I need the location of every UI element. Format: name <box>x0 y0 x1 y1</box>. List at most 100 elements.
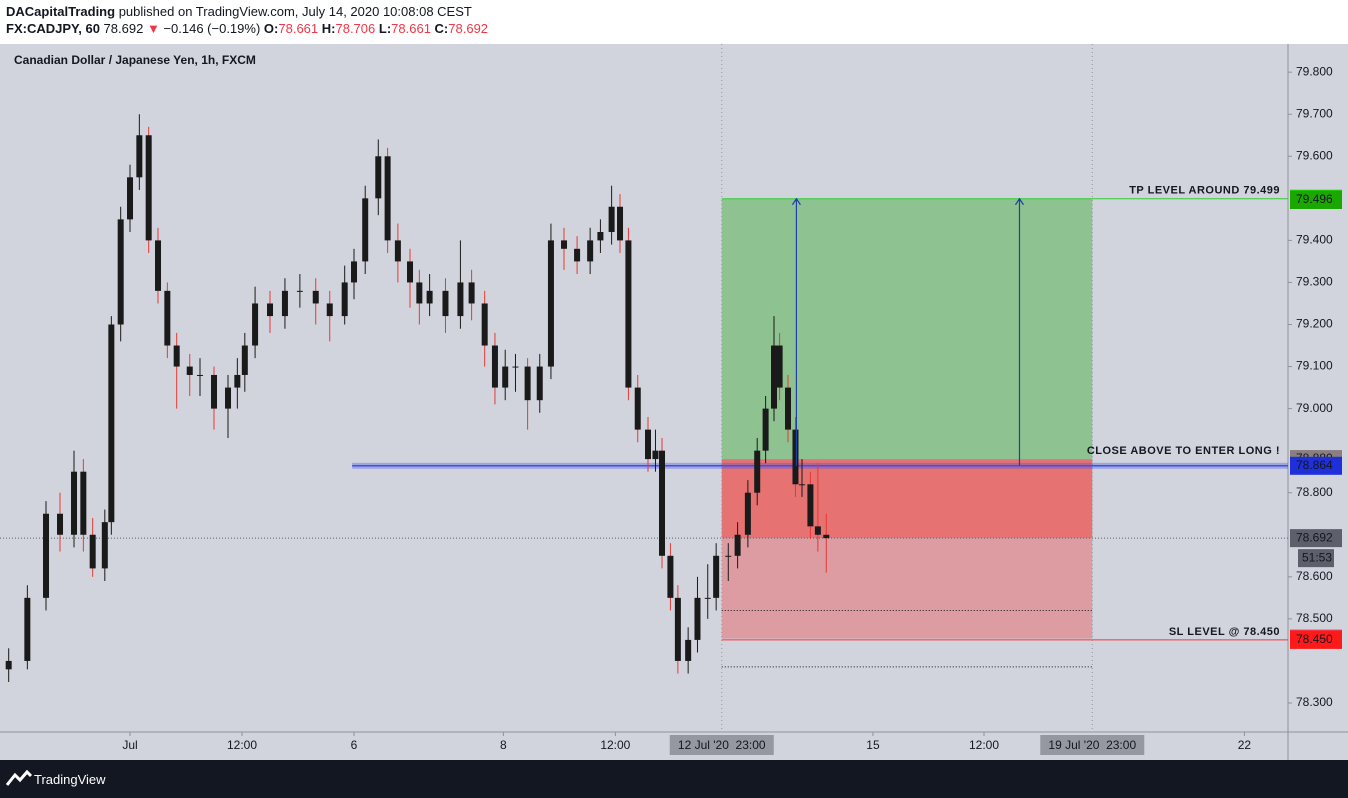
arrow <box>791 197 801 466</box>
candle-body <box>145 135 152 241</box>
x-tick-label: Jul <box>122 738 137 752</box>
y-tick-label: 79.800 <box>1296 64 1333 78</box>
candle-body <box>71 471 78 535</box>
candle-body <box>652 450 659 460</box>
candle-body <box>792 429 799 485</box>
candle-body <box>704 597 711 599</box>
x-tick-label: 22 <box>1238 738 1252 752</box>
candle-body <box>57 513 64 535</box>
candle-body <box>211 374 218 409</box>
chart-bg <box>0 44 1348 760</box>
header: DACapitalTrading published on TradingVie… <box>0 0 1348 44</box>
c-label: C: <box>434 21 449 36</box>
y-tick-label: 79.600 <box>1296 148 1333 162</box>
candle-body <box>252 303 259 346</box>
candle-body <box>281 290 288 317</box>
price-label-box <box>1290 630 1342 649</box>
candle-body <box>234 374 241 388</box>
stop-zone-light <box>721 538 1093 639</box>
candle-body <box>101 522 108 569</box>
candle-body <box>674 597 681 661</box>
candle-body <box>667 555 674 598</box>
brand: TradingView <box>34 772 106 787</box>
candle-body <box>587 240 594 262</box>
candle-body <box>645 429 652 460</box>
annotation: SL LEVEL @ 78.450 <box>1169 626 1280 638</box>
target-zone <box>721 198 1093 460</box>
candle-body <box>512 366 519 368</box>
candle-body <box>625 240 632 388</box>
y-tick-label: 78.600 <box>1296 569 1333 583</box>
candle-body <box>442 290 449 317</box>
l-label: L: <box>378 21 392 36</box>
publish-line: DACapitalTrading published on TradingVie… <box>6 4 472 19</box>
candle-body <box>197 374 204 376</box>
price: 78.692 <box>103 21 144 36</box>
x-tick-label: 12:00 <box>227 738 257 752</box>
chart: Canadian Dollar / Japanese Yen, 1h, FXCM… <box>0 44 1348 760</box>
x-tick-label: 12:00 <box>969 738 999 752</box>
candle-body <box>5 660 12 670</box>
y-tick-label: 79.100 <box>1296 359 1333 373</box>
author: DACapitalTrading <box>6 4 116 19</box>
candle-body <box>536 366 543 401</box>
price-label: 79.496 <box>1296 192 1333 206</box>
candle-body <box>771 345 778 409</box>
candle-body <box>734 534 741 556</box>
candle-body <box>807 484 814 527</box>
candle-body <box>776 345 783 388</box>
candle-body <box>312 290 319 304</box>
candle-body <box>468 282 475 304</box>
price-label: 78.692 <box>1296 530 1333 544</box>
candle-body <box>685 639 692 661</box>
l: 78.661 <box>391 21 431 36</box>
candle-body <box>799 484 806 486</box>
candle-body <box>547 240 554 367</box>
candle-body <box>225 387 232 409</box>
candle-body <box>457 282 464 317</box>
h: 78.706 <box>335 21 376 36</box>
x-tick-label: 15 <box>866 738 880 752</box>
y-tick-label: 79.700 <box>1296 106 1333 120</box>
time-label-box <box>669 735 774 755</box>
price-label-box <box>1290 529 1342 548</box>
candle-body <box>241 345 248 375</box>
x-tick-label: 12:00 <box>600 738 630 752</box>
candle-body <box>117 219 124 325</box>
published: published on TradingView.com, July 14, 2… <box>115 4 472 19</box>
candle-body <box>491 345 498 388</box>
time-label-box <box>1040 735 1145 755</box>
candle-body <box>173 345 180 367</box>
candle-body <box>617 206 624 241</box>
change: −0.146 (−0.19%) <box>163 21 261 36</box>
x-tick-label: 8 <box>500 738 507 752</box>
candle-body <box>561 240 568 249</box>
price-label: 78.864 <box>1296 458 1333 472</box>
candle-body <box>326 303 333 317</box>
candle-body <box>164 290 171 346</box>
logo <box>6 769 32 786</box>
candle-body <box>267 303 274 317</box>
candle-body <box>785 387 792 430</box>
candle-body <box>375 156 382 199</box>
c: 78.692 <box>448 21 489 36</box>
x-tick-label: 6 <box>351 738 358 752</box>
candle-body <box>814 526 821 535</box>
quote-line: FX:CADJPY, 60 78.692 ▼ −0.146 (−0.19%) O… <box>6 21 488 36</box>
countdown-box <box>1298 549 1334 568</box>
candle-body <box>296 290 303 292</box>
candle-body <box>43 513 50 598</box>
price-label-box <box>1290 456 1342 475</box>
stop-zone <box>721 459 1093 539</box>
candle-body <box>155 240 162 291</box>
y-tick-label: 78.500 <box>1296 611 1333 625</box>
candle-body <box>407 261 414 283</box>
candle-body <box>136 135 143 178</box>
candle-body <box>80 471 87 535</box>
candle-body <box>694 597 701 640</box>
candle-body <box>108 324 115 523</box>
y-tick-label: 79.300 <box>1296 275 1333 289</box>
time-label: 12 Jul '20 23:00 <box>678 738 766 752</box>
candle-body <box>823 534 830 539</box>
annotation: CLOSE ABOVE TO ENTER LONG ! <box>1087 445 1280 457</box>
